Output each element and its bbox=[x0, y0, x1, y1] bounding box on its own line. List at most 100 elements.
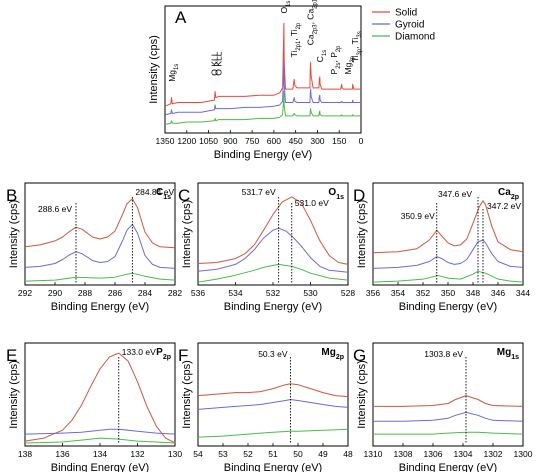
panel-d-series-solid-overlay bbox=[372, 200, 524, 254]
panel-d-xtick-label: 344 bbox=[516, 288, 530, 298]
panel-g-xtick-label: 1304 bbox=[454, 449, 473, 459]
panel-b-peak-label: 284.84 eV bbox=[135, 187, 174, 197]
panel-c-xlabel: Binding Energy (eV) bbox=[224, 301, 322, 313]
panel-g-xtick-label: 1306 bbox=[424, 449, 443, 459]
panel-g-peak-label: 1303.8 eV bbox=[424, 349, 463, 359]
panel-d-element-label: Ca2p bbox=[498, 187, 519, 201]
panel-a-xtick-label: 1050 bbox=[199, 136, 218, 146]
panel-a-xtick-label: 1200 bbox=[177, 136, 196, 146]
panel-e-xlabel: Binding Energy (eV) bbox=[51, 462, 149, 472]
panel-g-ylabel: Intensity (cps) bbox=[356, 360, 368, 428]
panel-c-ylabel: Intensity (cps) bbox=[181, 200, 193, 268]
panel-e-series-diamond bbox=[24, 437, 176, 444]
panel-a-xtick-label: 0 bbox=[359, 136, 364, 146]
panel-g-xtick-label: 1300 bbox=[514, 449, 533, 459]
panel-a-ylabel: Intensity (cps) bbox=[148, 35, 160, 103]
panel-g-series-diamond bbox=[373, 431, 524, 435]
panel-a-xtick-label: 750 bbox=[245, 136, 259, 146]
panel-f-xtick-label: 50 bbox=[293, 449, 303, 459]
panel-a-xlabel: Binding Energy (eV) bbox=[214, 149, 312, 161]
panel-e-series-solid bbox=[24, 352, 176, 444]
panel-a-xtick-label: 900 bbox=[223, 136, 237, 146]
panel-c-peak-label: 531.7 eV bbox=[242, 187, 276, 197]
panel-b-xtick-label: 292 bbox=[18, 288, 32, 298]
panel-a: 1350 1200 1050 900 750 600 450 300 150 0 Binding E… bbox=[148, 0, 364, 161]
panel-c-peak-label: 531.0 eV bbox=[295, 198, 329, 208]
panel-f-series-diamond bbox=[197, 428, 349, 438]
panel-b-xtick-label: 286 bbox=[108, 288, 122, 298]
panel-e-xtick-label: 136 bbox=[55, 449, 69, 459]
panel-f-peak-label: 50.3 eV bbox=[258, 349, 288, 359]
panel-c-xtick-label: 536 bbox=[191, 288, 205, 298]
panel-a-series-diamond bbox=[164, 91, 361, 125]
panel-c-xtick-label: 530 bbox=[303, 288, 317, 298]
panel-e-xtick-label: 132 bbox=[130, 449, 144, 459]
panel-a-peak-annotation: Ti2p1, Ti2p bbox=[289, 22, 302, 57]
panel-e-series-gyroid bbox=[24, 428, 176, 435]
panel-f-ylabel: Intensity (cps) bbox=[181, 360, 193, 428]
panel-d-peak-label: 347.6 eV bbox=[438, 189, 472, 199]
panel-f-series-gyroid bbox=[197, 399, 349, 410]
panel-d-xtick-label: 356 bbox=[366, 288, 380, 298]
panel-a-peak-annotation: Mg1s bbox=[167, 64, 180, 82]
panel-c-series-diamond bbox=[197, 263, 349, 283]
panel-b-ylabel: Intensity (cps) bbox=[8, 200, 20, 268]
panel-f-xtick-label: 54 bbox=[193, 449, 203, 459]
panel-b-series-diamond bbox=[24, 272, 176, 282]
panel-g-letter: G bbox=[353, 346, 366, 365]
panel-a-peak-annotation: Ca2p3, Ca2p1 bbox=[306, 0, 319, 45]
panel-d-peak-label: 350.9 eV bbox=[401, 211, 435, 221]
panel-g-frame bbox=[372, 342, 524, 447]
panel-c-element-label: O1s bbox=[328, 187, 344, 201]
panel-a-peak-annotation: O KLL bbox=[214, 51, 224, 75]
panel-e-xtick-label: 130 bbox=[168, 449, 182, 459]
panel-a-xtick-label: 600 bbox=[267, 136, 281, 146]
panel-e-peak-label: 133.0 eV bbox=[122, 347, 156, 357]
panel-e-xtick-label: 138 bbox=[18, 449, 32, 459]
panel-d-xtick-label: 352 bbox=[416, 288, 430, 298]
panel-g-series-gyroid bbox=[373, 411, 524, 422]
panel-g: 1310 1308 1306 1304 1302 1300 Binding Energy (… bbox=[353, 342, 533, 472]
panel-b-series-solid-overlay bbox=[24, 198, 176, 249]
panel-b-xlabel: Binding Energy (eV) bbox=[51, 301, 149, 313]
panel-a-frame bbox=[164, 5, 362, 134]
panel-d-peak-label: 347.2 eV bbox=[487, 201, 521, 211]
panel-e: 138 136 134 132 130 Binding Energy (eV) Intens… bbox=[6, 342, 182, 472]
panel-d-series-diamond bbox=[372, 270, 524, 283]
panel-b-element-label: C1s bbox=[156, 187, 171, 201]
panel-b-series-gyroid bbox=[24, 223, 176, 269]
panel-f-xtick-label: 48 bbox=[343, 449, 353, 459]
panel-f-xtick-label: 51 bbox=[268, 449, 278, 459]
panel-e-letter: E bbox=[6, 346, 17, 365]
panel-d-xtick-label: 354 bbox=[391, 288, 405, 298]
panel-g-series-solid-overlay bbox=[373, 395, 524, 407]
panel-e-xtick-label: 134 bbox=[93, 449, 107, 459]
panel-f-letter: F bbox=[178, 346, 188, 365]
panel-a-peak-annotation: C1s bbox=[315, 50, 328, 62]
panel-d-xtick-label: 346 bbox=[491, 288, 505, 298]
panel-a-xtick-label: 150 bbox=[332, 136, 346, 146]
panel-c-letter: C bbox=[178, 186, 190, 205]
legend-label-diamond: Diamond bbox=[395, 32, 435, 43]
panel-e-element-label: P2p bbox=[156, 347, 171, 361]
panel-d-xtick-label: 350 bbox=[441, 288, 455, 298]
panel-f-series-solid bbox=[197, 383, 349, 398]
panel-d: 356 354 352 350 348 346 344 Binding Energy (eV)… bbox=[353, 182, 530, 313]
legend-label-gyroid: Gyroid bbox=[395, 20, 424, 31]
panel-b-frame bbox=[24, 182, 176, 286]
panel-b-letter: B bbox=[6, 186, 17, 205]
panel-f-xlabel: Binding Energy (eV) bbox=[224, 462, 322, 472]
panel-a-peak-annotation: Ti3p, Ti3s bbox=[350, 31, 363, 62]
panel-a-series-gyroid bbox=[164, 61, 361, 116]
panel-a-series-solid bbox=[164, 22, 361, 107]
panel-f-series-solid-overlay bbox=[197, 383, 349, 397]
panel-d-letter: D bbox=[353, 186, 365, 205]
panel-d-xtick-label: 348 bbox=[466, 288, 480, 298]
panel-g-xlabel: Binding Energy (eV) bbox=[399, 462, 497, 472]
panel-c-xtick-label: 532 bbox=[266, 288, 280, 298]
panel-d-ylabel: Intensity (cps) bbox=[356, 200, 368, 268]
panel-e-ylabel: Intensity (cps) bbox=[8, 360, 20, 428]
panel-d-xlabel: Binding Energy (eV) bbox=[399, 301, 497, 313]
